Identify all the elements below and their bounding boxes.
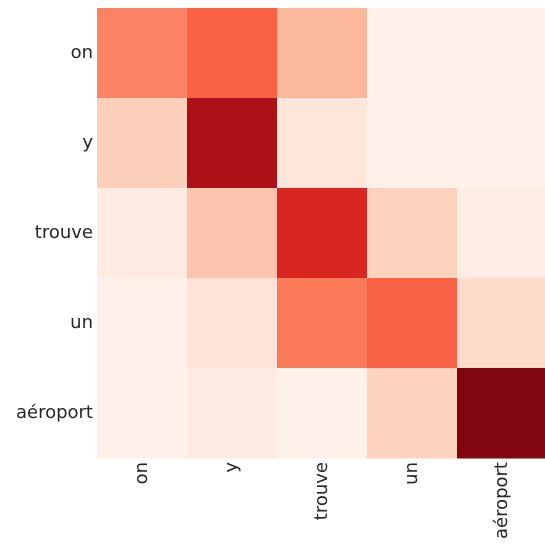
heatmap-cell [457, 98, 545, 189]
heatmap-cell [187, 8, 278, 99]
y-tick-label: un [70, 312, 93, 333]
heatmap-cell [187, 368, 278, 459]
y-tick-label: y [82, 132, 93, 153]
heatmap-cell [277, 278, 368, 369]
heatmap-cell [97, 8, 188, 99]
heatmap-cell [367, 368, 458, 459]
x-tick-label: on [131, 462, 152, 484]
heatmap-cell [97, 368, 188, 459]
heatmap-cell [367, 188, 458, 279]
heatmap-cell [277, 98, 368, 189]
heatmap-cell [97, 98, 188, 189]
heatmap-cell [97, 278, 188, 369]
heatmap-cell [277, 8, 368, 99]
x-tick-label: un [401, 462, 422, 485]
heatmap-cell [367, 8, 458, 99]
x-tick-label: trouve [311, 462, 332, 520]
heatmap-cell [277, 188, 368, 279]
heatmap-cell [367, 98, 458, 189]
heatmap-cell [457, 8, 545, 99]
heatmap-cell [277, 368, 368, 459]
heatmap-cell [457, 278, 545, 369]
heatmap-cell [187, 188, 278, 279]
heatmap-cell [457, 368, 545, 459]
x-tick-label: y [221, 462, 242, 473]
x-tick-labels: on y trouve un aéroport [131, 462, 512, 539]
heatmap-cell [97, 188, 188, 279]
heatmap-cell [457, 188, 545, 279]
y-tick-label: on [71, 42, 93, 63]
heatmap-cells [97, 8, 545, 459]
heatmap-cell [367, 278, 458, 369]
y-tick-label: trouve [35, 222, 93, 243]
y-tick-label: aéroport [16, 402, 93, 423]
y-tick-labels: on y trouve un aéroport [16, 42, 93, 423]
heatmap-cell [187, 278, 278, 369]
x-tick-label: aéroport [491, 462, 512, 539]
heatmap-cell [187, 98, 278, 189]
